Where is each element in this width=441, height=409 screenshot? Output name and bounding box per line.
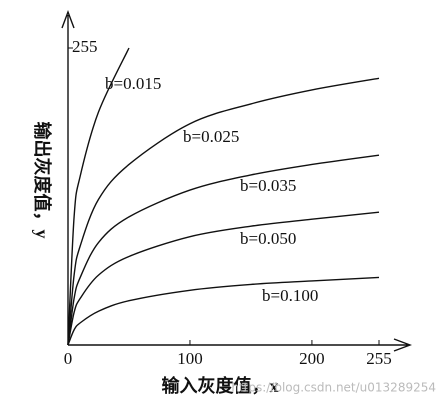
x-axis xyxy=(68,338,412,352)
curve xyxy=(67,154,380,346)
curve xyxy=(67,77,380,346)
series-label: b=0.050 xyxy=(240,229,296,248)
x-tick-label: 200 xyxy=(299,349,325,368)
curve xyxy=(67,211,380,346)
series-label: b=0.015 xyxy=(105,74,161,93)
x-tick-label: 255 xyxy=(366,349,392,368)
curve xyxy=(67,276,380,346)
x-axis-label: 输入灰度值，x xyxy=(162,375,279,396)
series-label: b=0.035 xyxy=(240,176,296,195)
series-label: b=0.025 xyxy=(183,127,239,146)
curve xyxy=(67,47,130,346)
y-tick-label: 255 xyxy=(72,37,98,56)
watermark: https://blog.csdn.net/u013289254 xyxy=(231,381,436,395)
x-tick-label: 100 xyxy=(177,349,203,368)
y-axis xyxy=(61,10,75,345)
series-label: b=0.100 xyxy=(262,286,318,305)
y-axis-label: 输出灰度值，y xyxy=(32,122,53,239)
x-tick-label: 0 xyxy=(64,349,73,368)
